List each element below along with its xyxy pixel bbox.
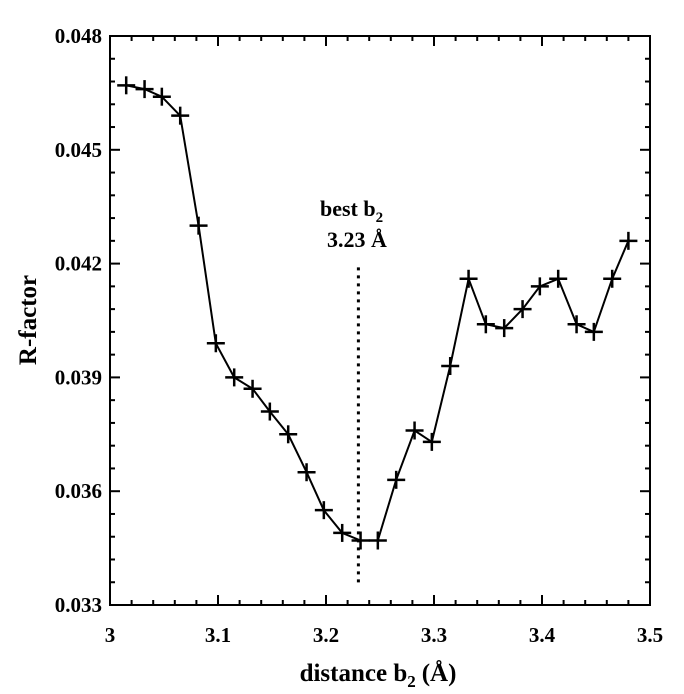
x-tick-labels: 3 3.1 3.2 3.3 3.4 3.5 xyxy=(105,623,663,647)
data-point xyxy=(297,463,316,482)
y-tick-label: 0.045 xyxy=(55,138,102,162)
y-tick-label: 0.033 xyxy=(55,593,102,617)
series-line xyxy=(125,84,630,542)
data-point xyxy=(619,231,638,250)
data-point xyxy=(333,523,352,542)
annotation-best-b2: best b2 xyxy=(320,196,383,226)
data-point xyxy=(135,80,154,99)
data-point xyxy=(495,319,514,338)
data-point xyxy=(387,470,406,489)
data-point xyxy=(117,76,136,95)
data-point xyxy=(189,216,208,235)
axis-ticks xyxy=(109,35,651,606)
x-tick-label: 3.3 xyxy=(421,623,447,647)
data-point xyxy=(243,379,262,398)
x-axis-label: distance b2 (Å) xyxy=(300,659,457,691)
data-point xyxy=(314,501,333,520)
data-point xyxy=(476,315,495,334)
data-point xyxy=(279,425,298,444)
data-point xyxy=(567,315,586,334)
data-point xyxy=(513,300,532,319)
data-point xyxy=(405,421,424,440)
x-tick-label: 3.5 xyxy=(637,623,663,647)
data-point xyxy=(422,432,441,451)
annotation-best-value: 3.23 Å xyxy=(327,227,387,252)
plot-frame xyxy=(109,35,651,606)
y-tick-label: 0.039 xyxy=(55,365,102,389)
data-point xyxy=(171,106,190,125)
data-point xyxy=(530,277,549,296)
data-point-markers xyxy=(117,76,638,550)
data-point xyxy=(368,531,387,550)
data-point xyxy=(351,531,370,550)
x-tick-label: 3.1 xyxy=(205,623,231,647)
data-point xyxy=(603,269,622,288)
data-point xyxy=(260,402,279,421)
y-tick-labels: 0.033 0.036 0.039 0.042 0.045 0.048 xyxy=(55,24,102,617)
data-point xyxy=(584,322,603,341)
data-point xyxy=(549,269,568,288)
y-axis-label: R-factor xyxy=(15,275,42,365)
y-tick-label: 0.042 xyxy=(55,252,102,276)
data-point xyxy=(459,269,478,288)
data-point xyxy=(225,368,244,387)
y-tick-label: 0.048 xyxy=(55,24,102,48)
data-point xyxy=(152,87,171,106)
x-tick-label: 3.2 xyxy=(313,623,339,647)
data-point xyxy=(441,357,460,376)
x-tick-label: 3 xyxy=(105,623,116,647)
x-tick-label: 3.4 xyxy=(529,623,556,647)
y-tick-label: 0.036 xyxy=(55,479,102,503)
data-point xyxy=(206,334,225,353)
